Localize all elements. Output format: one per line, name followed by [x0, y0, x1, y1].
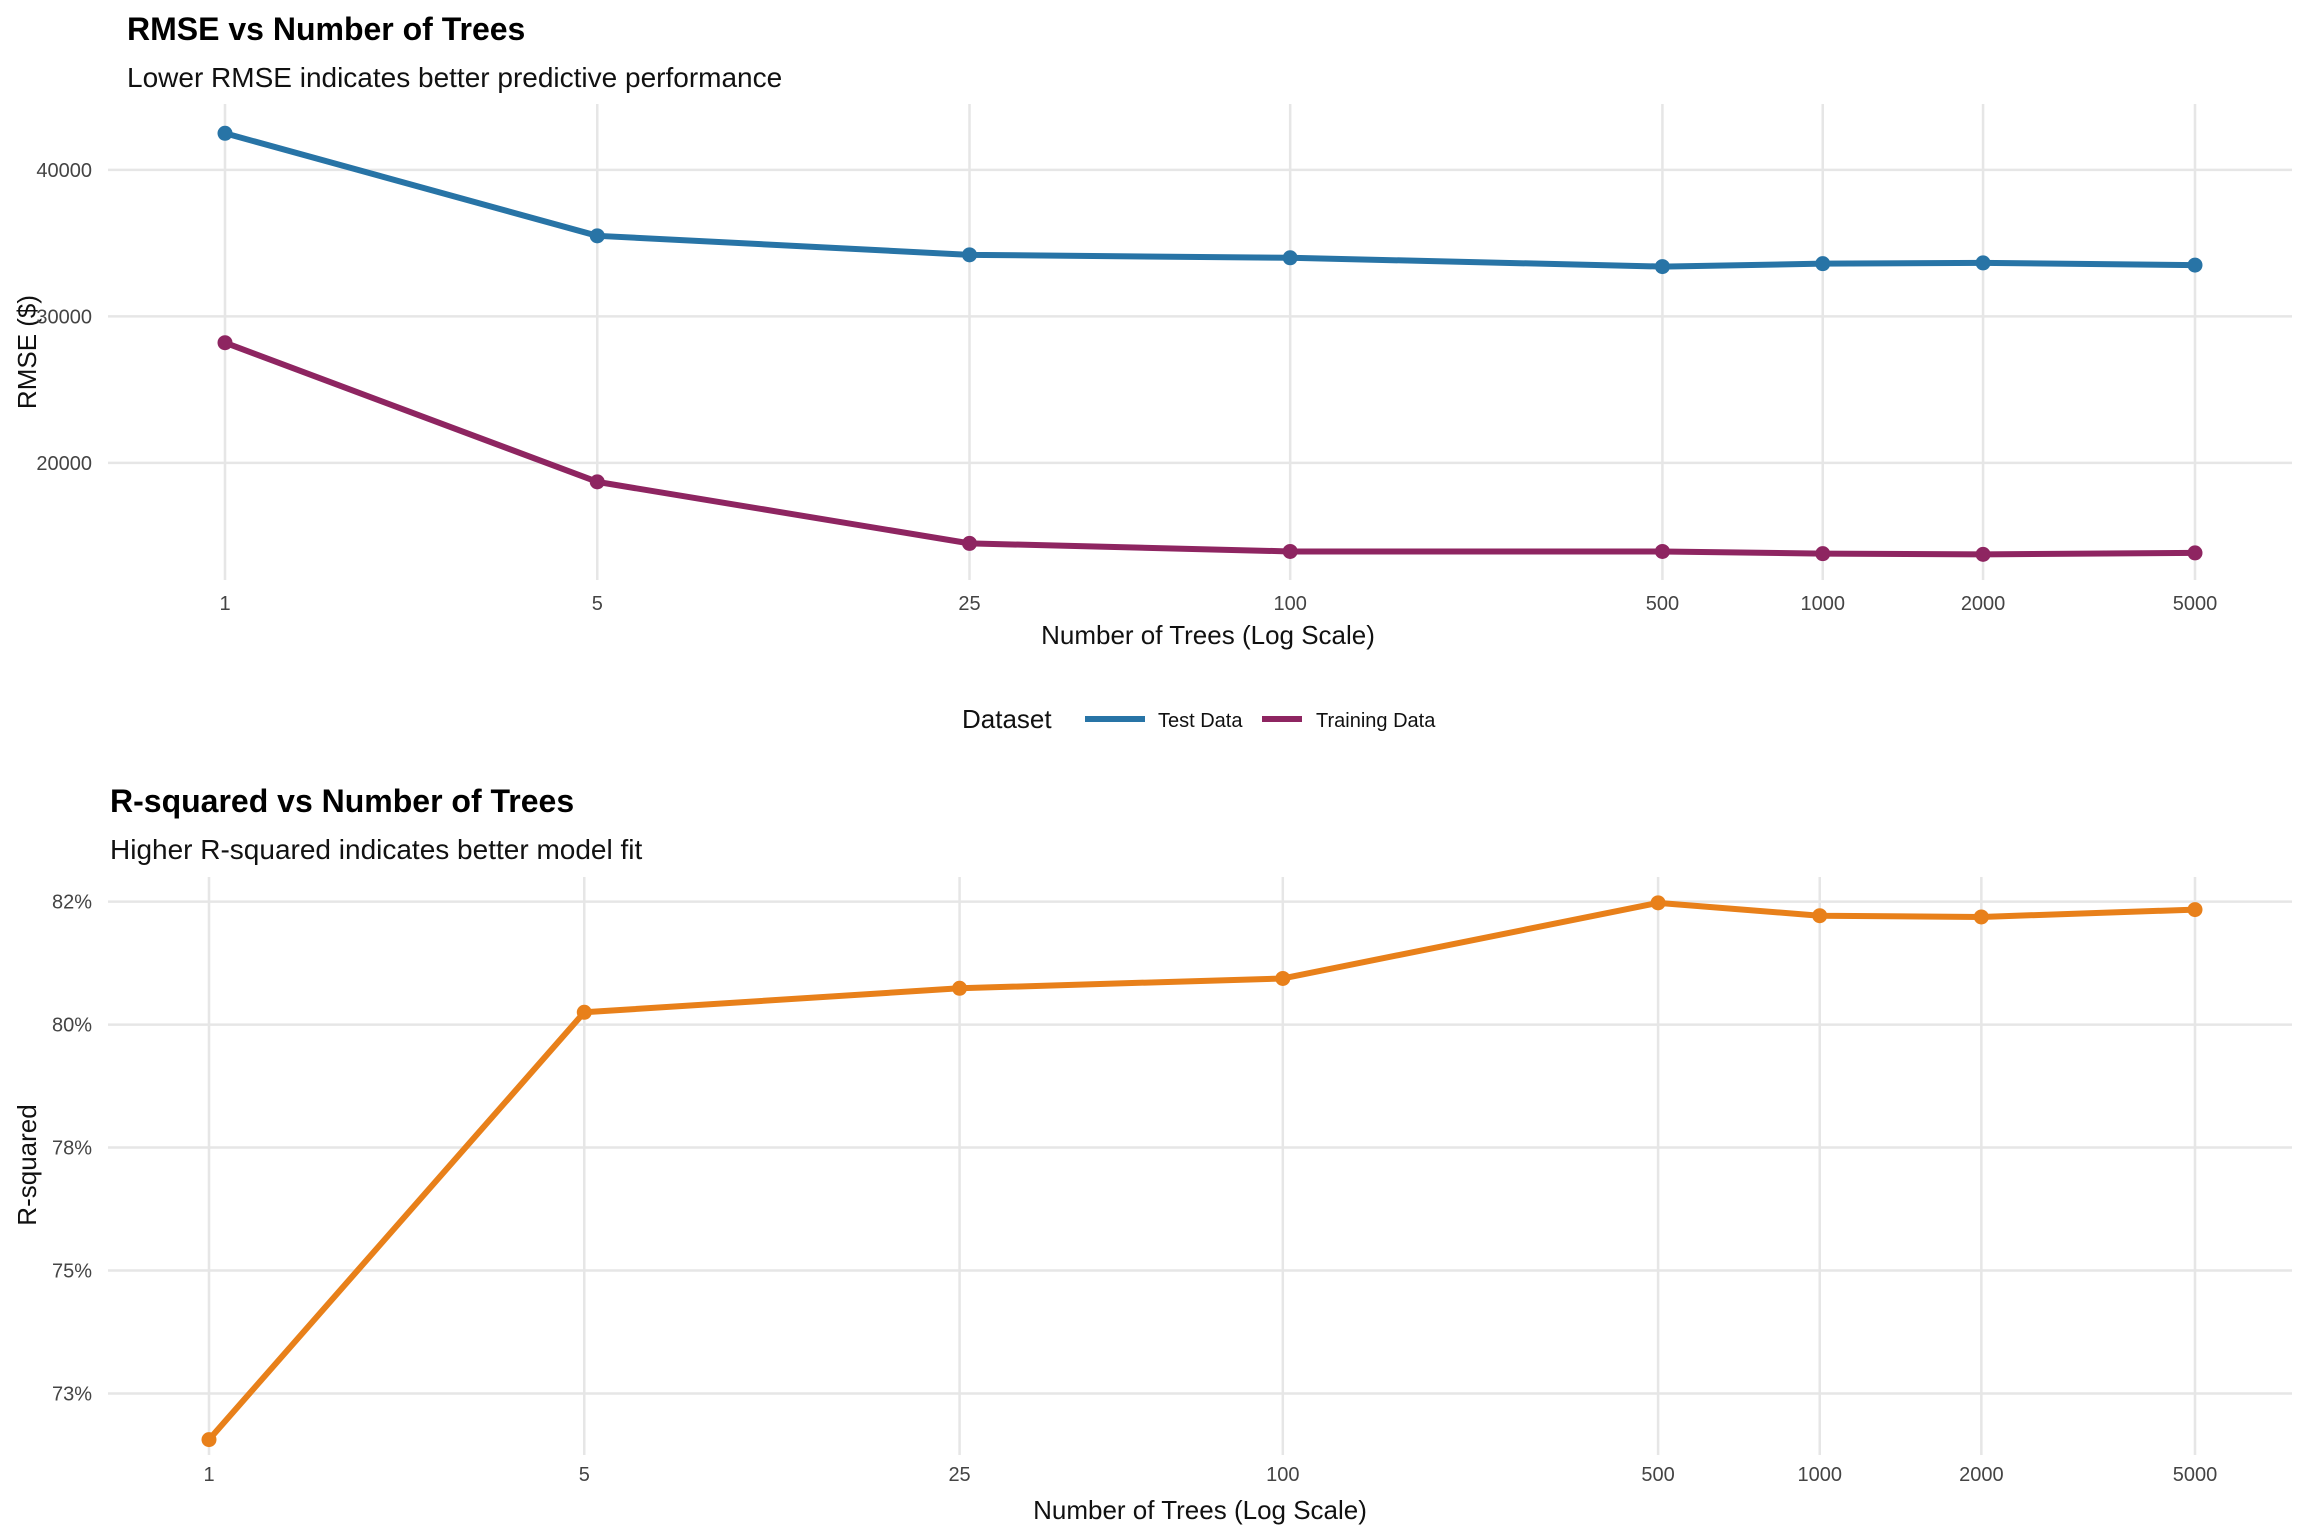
- rsquared-x-tick-label: 100: [1266, 1464, 1299, 1486]
- rmse-gridlines: [108, 104, 2292, 580]
- rsquared-point-r-squared: [2187, 902, 2203, 918]
- rmse-point-test-data: [2187, 257, 2203, 273]
- rsquared-y-tick-label: 73%: [52, 1384, 92, 1406]
- rsquared-x-tick-label: 25: [948, 1464, 970, 1486]
- rsquared-x-tick-label: 1: [203, 1464, 214, 1486]
- rmse-point-test-data: [217, 125, 233, 141]
- rmse-point-test-data: [589, 228, 605, 244]
- rsquared-point-r-squared: [1812, 908, 1828, 924]
- rsquared-ylabel: R-squared: [12, 1104, 42, 1225]
- rsquared-point-r-squared: [952, 980, 968, 996]
- rmse-xlabel: Number of Trees (Log Scale): [1041, 620, 1375, 650]
- rmse-x-tick-label: 5: [592, 593, 603, 615]
- rmse-y-tick-label: 30000: [36, 306, 92, 328]
- rsquared-point-r-squared: [576, 1004, 592, 1020]
- rsquared-y-tick-labels: 73% 75% 78% 80% 82%: [52, 892, 92, 1406]
- rsquared-y-tick-label: 80%: [52, 1015, 92, 1037]
- rsquared-x-tick-labels: 1 5 25 100 500 1000 2000 5000: [203, 1464, 2217, 1486]
- rmse-subtitle: Lower RMSE indicates better predictive p…: [127, 62, 782, 93]
- legend: Dataset Test Data Training Data: [962, 704, 1436, 734]
- rmse-line-test-data: [222, 130, 2198, 270]
- rsquared-y-tick-label: 82%: [52, 892, 92, 914]
- rmse-y-tick-label: 40000: [36, 160, 92, 182]
- rsquared-subtitle: Higher R-squared indicates better model …: [110, 834, 642, 865]
- rsquared-series: [201, 895, 2203, 1448]
- legend-title: Dataset: [962, 704, 1052, 734]
- rsquared-point-r-squared: [201, 1432, 217, 1448]
- rsquared-point-r-squared: [1650, 895, 1666, 911]
- legend-label-training: Training Data: [1316, 710, 1436, 732]
- rmse-x-tick-label: 25: [958, 593, 980, 615]
- rsquared-panel: R-squared vs Number of Trees Higher R-sq…: [12, 783, 2292, 1525]
- rmse-x-tick-label: 500: [1646, 593, 1679, 615]
- rmse-series: [217, 125, 2203, 562]
- rsquared-y-tick-label: 75%: [52, 1261, 92, 1283]
- rmse-line-training-data: [222, 339, 2198, 558]
- rmse-point-training-data: [1282, 543, 1298, 559]
- rmse-ylabel: RMSE ($): [12, 295, 42, 409]
- rmse-x-tick-label: 2000: [1961, 593, 2006, 615]
- rsquared-title: R-squared vs Number of Trees: [110, 783, 574, 819]
- rmse-point-training-data: [1815, 546, 1831, 562]
- rmse-point-training-data: [962, 535, 978, 551]
- rsquared-x-tick-label: 5000: [2173, 1464, 2218, 1486]
- legend-label-test: Test Data: [1158, 710, 1243, 732]
- rmse-title: RMSE vs Number of Trees: [127, 11, 525, 47]
- rmse-x-tick-label: 5000: [2173, 593, 2218, 615]
- rsquared-x-tick-label: 500: [1641, 1464, 1674, 1486]
- rsquared-x-tick-label: 1000: [1797, 1464, 1842, 1486]
- rsquared-gridlines: [108, 877, 2292, 1455]
- rmse-point-training-data: [217, 335, 233, 351]
- rmse-x-tick-labels: 1 5 25 100 500 1000 2000 5000: [219, 593, 2217, 615]
- rmse-point-training-data: [1975, 546, 1991, 562]
- rmse-point-test-data: [1815, 256, 1831, 272]
- rsquared-xlabel: Number of Trees (Log Scale): [1033, 1495, 1367, 1525]
- rsquared-y-tick-label: 78%: [52, 1138, 92, 1160]
- rsquared-line-r-squared: [206, 899, 2198, 1443]
- rmse-point-test-data: [1282, 250, 1298, 266]
- rmse-panel: RMSE vs Number of Trees Lower RMSE indic…: [12, 11, 2292, 650]
- rmse-y-tick-labels: 20000 30000 40000: [36, 160, 92, 475]
- rmse-x-tick-label: 1: [219, 593, 230, 615]
- rmse-point-test-data: [1654, 259, 1670, 275]
- rsquared-point-r-squared: [1275, 970, 1291, 986]
- rmse-point-test-data: [962, 247, 978, 263]
- rmse-x-tick-label: 1000: [1800, 593, 1845, 615]
- rsquared-x-tick-label: 5: [579, 1464, 590, 1486]
- rmse-point-training-data: [589, 474, 605, 490]
- rmse-y-tick-label: 20000: [36, 453, 92, 475]
- rmse-point-training-data: [2187, 545, 2203, 561]
- rmse-point-test-data: [1975, 255, 1991, 271]
- rsquared-x-tick-label: 2000: [1959, 1464, 2004, 1486]
- rmse-x-tick-label: 100: [1273, 593, 1306, 615]
- rsquared-point-r-squared: [1973, 909, 1989, 925]
- rmse-point-training-data: [1654, 543, 1670, 559]
